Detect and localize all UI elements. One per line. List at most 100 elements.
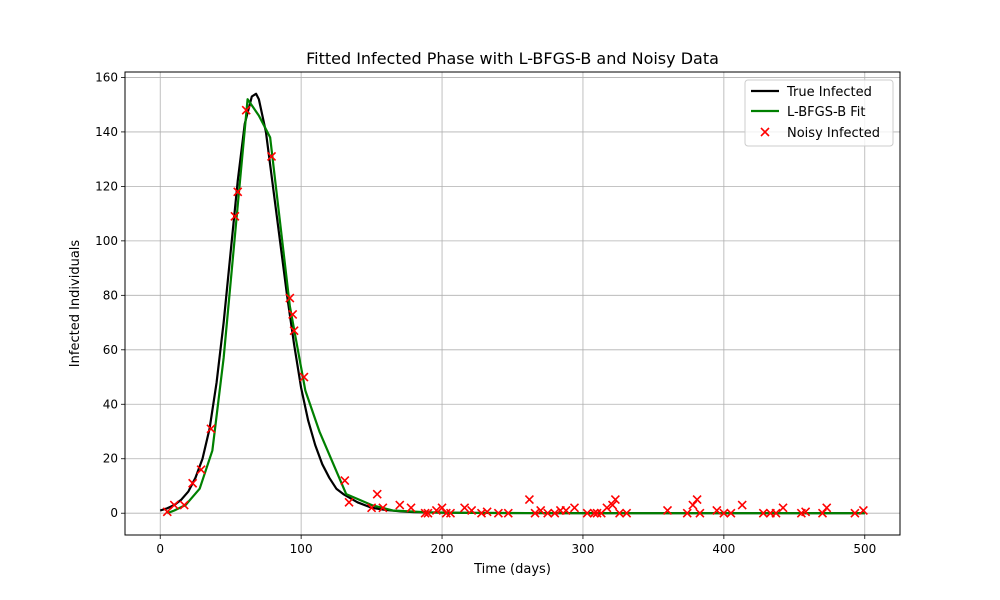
data-point-noisy-infected: [289, 326, 299, 336]
marker-stroke: [196, 465, 206, 475]
marker-stroke: [230, 211, 240, 221]
data-point-noisy-infected: [817, 508, 828, 518]
y-tick-label: 160: [95, 70, 118, 84]
series-layer: [159, 92, 868, 518]
marker-stroke: [602, 503, 612, 513]
y-tick-label: 120: [95, 179, 118, 193]
data-point-noisy-infected: [682, 508, 692, 518]
marker-stroke: [737, 500, 747, 510]
marker-stroke: [445, 508, 456, 518]
y-tick-label: 40: [103, 397, 118, 411]
y-tick-label: 0: [110, 506, 118, 520]
marker-stroke: [340, 475, 350, 486]
marker-stroke: [760, 127, 770, 137]
data-point-noisy-infected: [607, 500, 618, 510]
data-point-noisy-infected: [285, 293, 295, 303]
marker-stroke: [771, 508, 781, 518]
data-point-noisy-infected: [695, 508, 705, 518]
marker-stroke: [423, 508, 433, 518]
data-point-noisy-infected: [778, 503, 788, 513]
marker-stroke: [543, 508, 553, 518]
data-point-noisy-infected: [423, 508, 433, 518]
marker-stroke: [712, 505, 722, 516]
marker-stroke: [493, 508, 503, 518]
data-point-noisy-infected: [230, 211, 240, 221]
data-point-noisy-infected: [561, 505, 571, 516]
data-point-noisy-infected: [299, 372, 309, 382]
marker-stroke: [726, 508, 736, 518]
data-point-noisy-infected: [550, 508, 560, 518]
marker-stroke: [460, 503, 470, 513]
marker-stroke: [420, 508, 430, 518]
marker-stroke: [437, 503, 447, 513]
marker-stroke: [719, 508, 729, 518]
y-tick-label: 80: [103, 288, 118, 302]
marker-stroke: [378, 503, 388, 513]
legend-swatch-noisy-infected: [760, 127, 770, 137]
data-point-noisy-infected: [431, 505, 441, 516]
data-point-noisy-infected: [530, 508, 540, 518]
data-point-noisy-infected: [460, 503, 470, 513]
marker-stroke: [524, 495, 534, 505]
data-point-noisy-infected: [196, 465, 206, 475]
data-point-noisy-infected: [420, 508, 430, 518]
data-point-noisy-infected: [850, 508, 860, 518]
data-point-noisy-infected: [493, 508, 503, 518]
marker-stroke: [503, 508, 513, 518]
y-tick-label: 100: [95, 234, 118, 248]
data-point-noisy-infected: [340, 475, 350, 486]
data-point-noisy-infected: [372, 489, 382, 499]
x-tick-label: 200: [431, 542, 454, 556]
marker-stroke: [162, 507, 172, 517]
data-point-noisy-infected: [188, 478, 198, 488]
legend-box: [744, 79, 894, 147]
marker-stroke: [530, 508, 540, 518]
marker-stroke: [550, 508, 560, 518]
legend-label-lbfgsb-fit: L-BFGS-B Fit: [787, 105, 865, 120]
plot-frame: [124, 71, 901, 536]
data-point-noisy-infected: [582, 508, 592, 518]
marker-stroke: [615, 508, 625, 518]
marker-stroke: [582, 508, 592, 518]
data-point-noisy-infected: [378, 503, 388, 513]
marker-stroke: [367, 503, 377, 513]
legend-label-noisy-infected: Noisy Infected: [787, 126, 880, 141]
y-tick-label: 140: [95, 125, 118, 139]
marker-stroke: [607, 500, 618, 510]
data-point-noisy-infected: [344, 497, 354, 507]
data-point-noisy-infected: [503, 508, 513, 518]
legend-marker-x: [760, 127, 770, 137]
marker-stroke: [589, 508, 599, 518]
data-point-noisy-infected: [662, 505, 673, 516]
data-point-noisy-infected: [162, 507, 172, 517]
data-point-noisy-infected: [692, 495, 702, 505]
marker-stroke: [536, 505, 546, 516]
x-tick-label: 400: [712, 542, 735, 556]
tick-layer: 0 100 200 300 400 500 0 20 40 60 80 100 120 140 160: [95, 70, 876, 556]
data-point-noisy-infected: [179, 500, 189, 510]
marker-stroke: [569, 503, 580, 513]
marker-stroke: [692, 495, 702, 505]
data-point-noisy-infected: [615, 508, 625, 518]
marker-stroke: [395, 500, 405, 510]
marker-stroke: [682, 508, 692, 518]
marker-stroke: [344, 497, 354, 507]
marker-stroke: [241, 105, 251, 115]
marker-stroke: [610, 495, 620, 505]
data-point-noisy-infected: [406, 503, 416, 513]
data-point-noisy-infected: [241, 105, 251, 115]
data-point-noisy-infected: [467, 505, 477, 516]
data-point-noisy-infected: [822, 503, 832, 513]
data-point-noisy-infected: [536, 505, 546, 516]
data-point-noisy-infected: [602, 503, 612, 513]
data-point-noisy-infected: [206, 424, 216, 434]
legend-label-true-infected: True Infected: [786, 85, 872, 100]
data-point-noisy-infected: [445, 508, 456, 518]
marker-stroke: [850, 508, 860, 518]
data-point-noisy-infected: [858, 505, 868, 516]
marker-stroke: [266, 151, 277, 161]
x-tick-label: 300: [572, 542, 595, 556]
marker-stroke: [622, 508, 632, 518]
data-point-noisy-infected: [737, 500, 747, 510]
